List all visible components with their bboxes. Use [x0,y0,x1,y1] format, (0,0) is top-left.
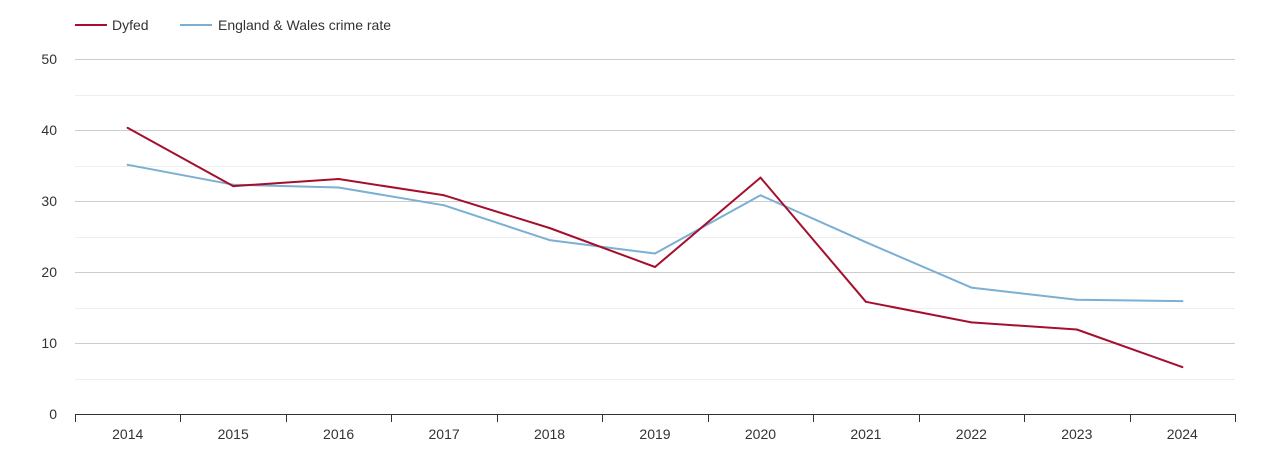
data-point [1075,328,1078,331]
y-tick-label: 0 [49,406,57,422]
legend-label-dyfed: Dyfed [112,17,149,33]
y-tick-label: 40 [41,122,57,138]
data-point [1181,300,1184,303]
data-point [864,300,867,303]
data-point [126,163,129,166]
legend-label-england-wales: England & Wales crime rate [218,17,391,33]
x-tick-label: 2015 [218,426,249,442]
x-tick-label: 2022 [956,426,987,442]
series-line-dyfed [126,126,1184,369]
data-point [548,226,551,229]
data-point [1075,298,1078,301]
data-point [864,241,867,244]
data-point [759,194,762,197]
gridlines [75,59,1235,380]
x-tick-label: 2019 [639,426,670,442]
x-tick-label: 2014 [112,426,143,442]
data-point [970,286,973,289]
x-tick-label: 2021 [850,426,881,442]
data-point [443,194,446,197]
data-point [337,177,340,180]
data-point [654,252,656,255]
y-tick-label: 10 [41,335,57,351]
y-tick-label: 20 [41,264,57,280]
legend: Dyfed England & Wales crime rate [75,17,391,33]
x-tick-label: 2024 [1167,426,1198,442]
x-axis: 2014 2015 2016 2017 2018 2019 2020 2021 2022 2023… [75,414,1236,442]
data-point [337,186,340,189]
data-point [232,185,235,188]
data-point [1181,366,1184,369]
x-tick-label: 2017 [429,426,460,442]
y-axis-ticks: 0 10 20 30 40 50 [41,51,57,422]
data-point [654,266,656,269]
x-tick-label: 2023 [1061,426,1092,442]
data-point [759,176,762,179]
data-point [443,204,446,207]
x-tick-label: 2018 [534,426,565,442]
series-line-england-wales [126,163,1184,303]
x-tick-label: 2020 [745,426,776,442]
data-point [126,126,129,129]
y-tick-label: 30 [41,193,57,209]
y-tick-label: 50 [41,51,57,67]
data-point [548,239,551,242]
x-tick-label: 2016 [323,426,354,442]
series-lines [126,126,1184,369]
data-point [970,321,973,324]
